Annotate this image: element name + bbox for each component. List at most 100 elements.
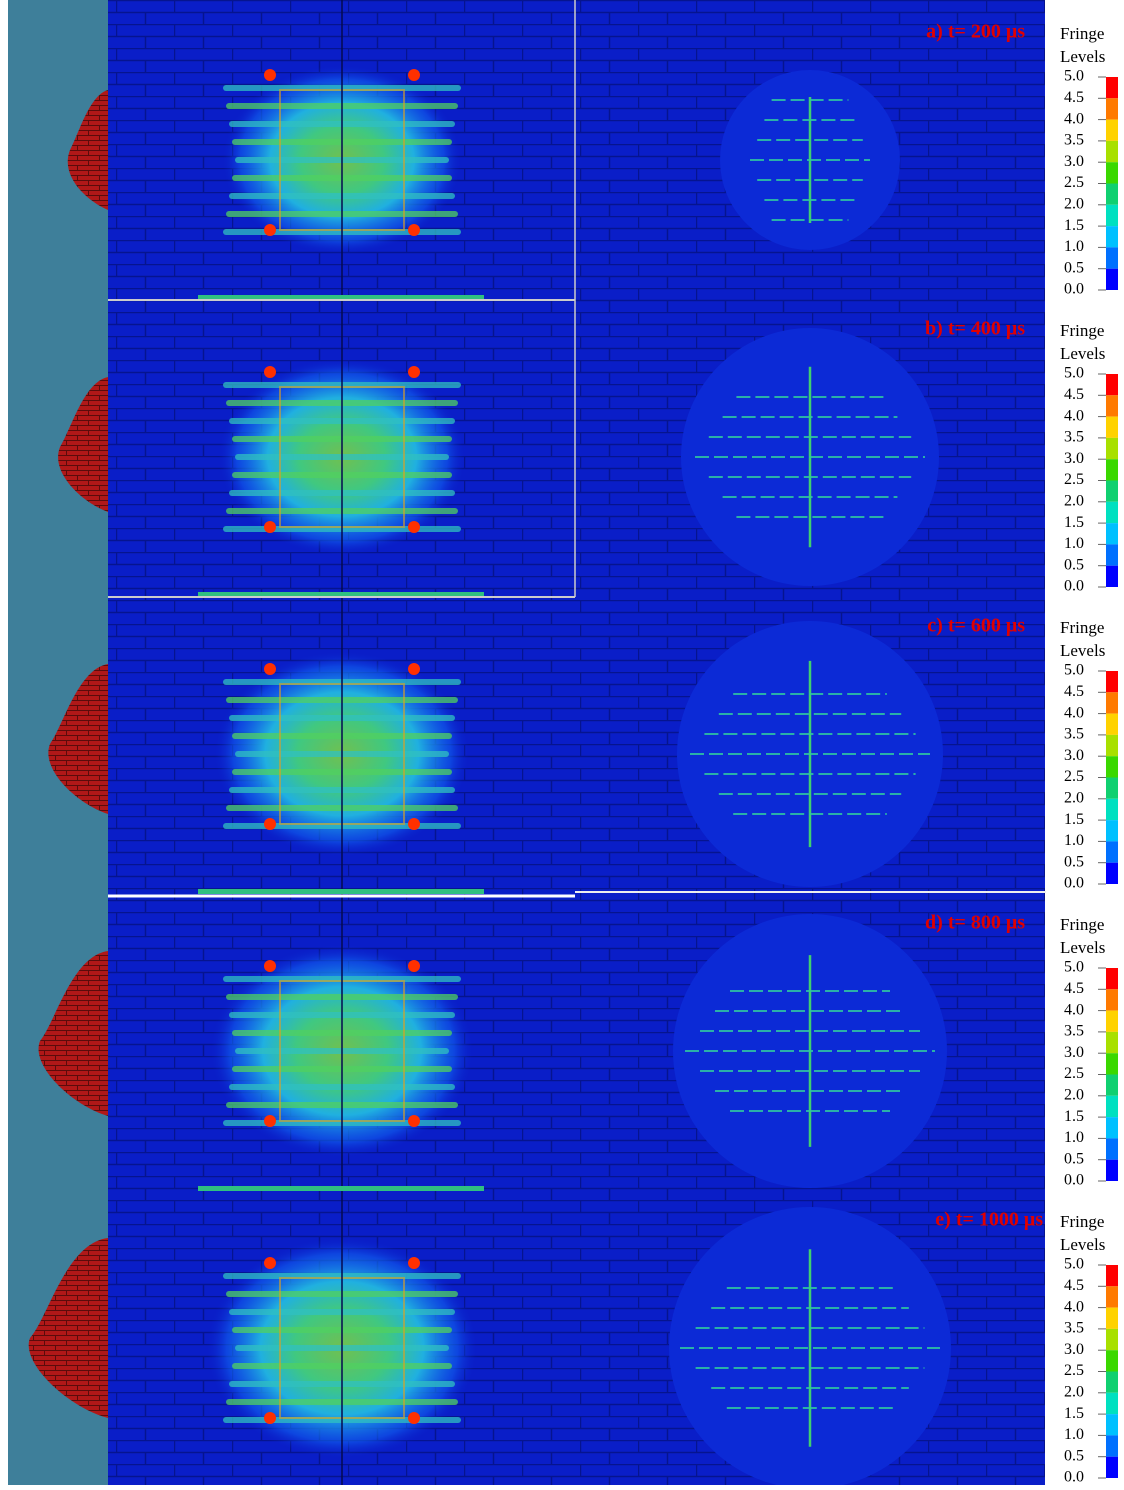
panel-label: b) t= 400 μs — [925, 318, 1025, 340]
panel-row: b) t= 400 μsFringeLevels5.04.54.03.53.02… — [8, 295, 1124, 595]
damage-spot — [264, 663, 276, 675]
damage-spot — [264, 818, 276, 830]
colorbar-segment — [1106, 735, 1118, 756]
colorbar-tick-label: 1.5 — [1064, 217, 1084, 234]
colorbar-segment — [1106, 756, 1118, 777]
colorbar-tick-label: 0.0 — [1064, 875, 1084, 892]
colorbar-tick-label: 0.5 — [1064, 853, 1084, 870]
panel-row: e) t= 1000 μsFringeLevels5.04.54.03.53.0… — [8, 1186, 1124, 1485]
colorbar-tick-label: 4.0 — [1064, 704, 1084, 721]
colorbar-segment — [1106, 692, 1118, 713]
damage-spot — [264, 521, 276, 533]
colorbar-tick-label: 3.5 — [1064, 726, 1084, 743]
colorbar-title: Levels — [1060, 344, 1105, 363]
colorbar-tick-label: 1.5 — [1064, 811, 1084, 828]
colorbar-segment — [1106, 502, 1118, 523]
colorbar-segment — [1106, 184, 1118, 205]
colorbar-tick-label: 3.5 — [1064, 1320, 1084, 1337]
colorbar-title: Levels — [1060, 938, 1105, 957]
colorbar-tick-label: 1.0 — [1064, 832, 1084, 849]
panel-label: d) t= 800 μs — [925, 912, 1025, 934]
damage-spot — [408, 1115, 420, 1127]
colorbar-segment — [1106, 523, 1118, 544]
colorbar-segment — [1106, 799, 1118, 820]
colorbar-segment — [1106, 205, 1118, 226]
damage-spot — [408, 1257, 420, 1269]
colorbar-segment — [1106, 714, 1118, 735]
colorbar-tick-label: 3.0 — [1064, 1044, 1084, 1061]
colorbar-segment — [1106, 1350, 1118, 1371]
colorbar-tick-label: 2.0 — [1064, 1086, 1084, 1103]
colorbar-segment — [1106, 1053, 1118, 1074]
colorbar-tick-label: 0.5 — [1064, 1150, 1084, 1167]
colorbar-tick-label: 4.5 — [1064, 1277, 1084, 1294]
colorbar-tick-label: 1.0 — [1064, 1426, 1084, 1443]
colorbar-tick-label: 1.5 — [1064, 1405, 1084, 1422]
colorbar-tick-label: 1.0 — [1064, 238, 1084, 255]
figure: a) t= 200 μs Fringe Levels 5.0 4.5 4.0 3.5 3.0 2… — [0, 0, 1124, 1485]
colorbar-tick-label: 1.5 — [1064, 1108, 1084, 1125]
colorbar-segment — [1106, 1393, 1118, 1414]
damage-spot — [408, 1412, 420, 1424]
damage-spot — [408, 69, 420, 81]
colorbar-segment — [1106, 98, 1118, 119]
panel-label: e) t= 1000 μs — [935, 1209, 1043, 1231]
colorbar-tick-label: 4.5 — [1064, 980, 1084, 997]
colorbar-segment — [1106, 120, 1118, 141]
colorbar-tick-label: 1.0 — [1064, 535, 1084, 552]
colorbar-segment — [1106, 1075, 1118, 1096]
colorbar-title: Levels — [1060, 641, 1105, 660]
colorbar-segment — [1106, 226, 1118, 247]
colorbar-tick-label: 4.5 — [1064, 386, 1084, 403]
colorbar-tick-label: 2.5 — [1064, 1065, 1084, 1082]
edge-strip — [198, 1186, 484, 1191]
colorbar-tick-label: 3.5 — [1064, 429, 1084, 446]
colorbar-tick-label: 2.5 — [1064, 471, 1084, 488]
colorbar-tick-label: 3.0 — [1064, 1341, 1084, 1358]
panel-label: c) t= 600 μs — [927, 615, 1025, 637]
colorbar-segment — [1106, 1414, 1118, 1435]
colorbar-segment — [1106, 1138, 1118, 1159]
panel-label: a) t= 200 μs — [926, 21, 1025, 43]
colorbar-segment — [1106, 438, 1118, 459]
colorbar-segment — [1106, 1011, 1118, 1032]
panel-row: d) t= 800 μsFringeLevels5.04.54.03.53.02… — [8, 889, 1124, 1189]
damage-spot — [264, 1257, 276, 1269]
colorbar-tick-label: 2.0 — [1064, 492, 1084, 509]
colorbar-tick-label: 4.5 — [1064, 683, 1084, 700]
colorbar-title: Fringe — [1060, 1212, 1104, 1231]
colorbar-tick-label: 1.5 — [1064, 514, 1084, 531]
colorbar-segment — [1106, 1308, 1118, 1329]
colorbar-segment — [1106, 820, 1118, 841]
damage-spot — [408, 960, 420, 972]
colorbar-segment — [1106, 841, 1118, 862]
colorbar-segment — [1106, 395, 1118, 416]
damage-spot — [264, 1412, 276, 1424]
colorbar-tick-label: 3.0 — [1064, 747, 1084, 764]
colorbar-segment — [1106, 459, 1118, 480]
colorbar-tick-label: 3.0 — [1064, 153, 1084, 170]
damage-spot — [408, 663, 420, 675]
colorbar-segment — [1106, 417, 1118, 438]
colorbar-title: Fringe — [1060, 618, 1104, 637]
colorbar-tick-label: 2.0 — [1064, 1383, 1084, 1400]
colorbar-segment — [1106, 544, 1118, 565]
colorbar-segment — [1106, 1096, 1118, 1117]
colorbar-title: Levels — [1060, 1235, 1105, 1254]
colorbar-segment — [1106, 1032, 1118, 1053]
colorbar-segment — [1106, 989, 1118, 1010]
colorbar-tick-label: 2.5 — [1064, 1362, 1084, 1379]
colorbar-segment — [1106, 1372, 1118, 1393]
damage-spot — [408, 521, 420, 533]
colorbar-tick-label: 0.0 — [1064, 1172, 1084, 1189]
colorbar-segment — [1106, 247, 1118, 268]
colorbar-tick-label: 4.0 — [1064, 110, 1084, 127]
colorbar-tick-label: 5.0 — [1064, 1256, 1084, 1273]
colorbar-title: Levels — [1060, 47, 1105, 66]
colorbar-tick-label: 1.0 — [1064, 1129, 1084, 1146]
colorbar-tick-label: 0.5 — [1064, 556, 1084, 573]
colorbar-segment — [1106, 863, 1118, 884]
colorbar-segment — [1106, 1329, 1118, 1350]
